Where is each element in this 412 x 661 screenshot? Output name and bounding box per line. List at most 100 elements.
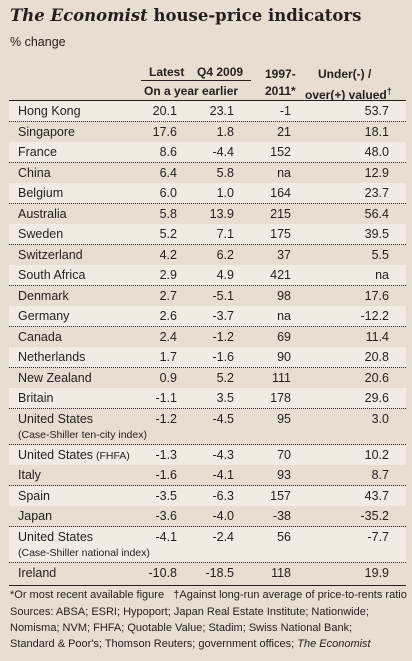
row-value: 0.9 xyxy=(159,370,177,385)
row-value: -4.5 xyxy=(212,411,234,426)
row-value: -7.7 xyxy=(367,529,389,544)
row-name: Denmark xyxy=(18,288,69,304)
row-value: 20.6 xyxy=(364,370,389,385)
row-value: 1.8 xyxy=(216,124,234,139)
table-row xyxy=(9,306,406,327)
row-value: -1 xyxy=(279,104,291,118)
table-row xyxy=(9,203,406,224)
row-name-text: Germany xyxy=(18,309,70,323)
row-value: 21 xyxy=(277,124,291,139)
row-value: 421 xyxy=(270,268,291,282)
table-row xyxy=(9,485,406,506)
row-name: Switzerland xyxy=(18,247,83,263)
row-name: Britain xyxy=(18,390,53,406)
table-row xyxy=(9,265,406,286)
row-name: Canada xyxy=(18,329,62,345)
row-value: 18.1 xyxy=(364,124,389,139)
table-row xyxy=(9,326,406,347)
row-value: 3.5 xyxy=(216,391,234,405)
row-value: 95 xyxy=(277,411,291,426)
row-name-text: South Africa xyxy=(18,268,86,282)
table-row xyxy=(9,285,406,306)
row-value: 2.6 xyxy=(159,309,177,323)
row-value: -1.3 xyxy=(155,447,177,462)
row-value: 2.9 xyxy=(159,268,177,282)
row-note: (Case-Shiller national index) xyxy=(18,546,150,559)
table-row xyxy=(9,388,406,409)
row-value: 19.9 xyxy=(364,565,389,580)
row-name: Germany xyxy=(18,308,69,324)
row-value: 11.4 xyxy=(365,329,389,344)
row-name: Spain xyxy=(18,488,50,504)
row-name: United States (FHFA) xyxy=(18,447,130,464)
row-value: 56.4 xyxy=(364,206,389,221)
table-row xyxy=(9,101,406,122)
row-note: (Case-Shiller ten-city index) xyxy=(18,428,147,441)
row-name-text: United States xyxy=(18,411,94,426)
title-rest: house-price indicators xyxy=(153,6,362,25)
footnote-asterisk: *Or most recent available figure xyxy=(10,589,165,601)
title-italic: The Economist xyxy=(10,6,148,25)
row-value: 10.2 xyxy=(364,447,389,462)
table-row xyxy=(9,121,406,142)
row-value: -18.5 xyxy=(205,565,235,580)
table-row xyxy=(9,162,406,183)
row-value: 20.1 xyxy=(152,104,177,118)
row-value: -4.1 xyxy=(212,468,234,482)
header-latest: Latest xyxy=(149,65,185,79)
row-name: United States xyxy=(18,529,93,545)
table-row xyxy=(9,183,406,204)
row-value: 5.5 xyxy=(371,247,389,262)
row-value: 17.6 xyxy=(364,288,389,303)
row-name-text: China xyxy=(18,165,51,180)
row-name-text: Italy xyxy=(18,468,41,482)
row-value: 6.4 xyxy=(159,165,177,180)
row-value: -6.3 xyxy=(212,488,234,503)
table-row xyxy=(9,444,406,465)
row-name-text: Canada xyxy=(18,329,62,344)
table-row xyxy=(9,224,406,245)
row-value: 93 xyxy=(277,468,291,482)
table-row xyxy=(9,347,406,368)
row-value: 5.2 xyxy=(216,370,234,385)
row-name: Netherlands xyxy=(18,349,85,365)
row-value: 56 xyxy=(277,529,291,544)
header-period-2: 2011* xyxy=(265,84,296,98)
row-value: 4.9 xyxy=(216,268,234,282)
row-value: 43.7 xyxy=(364,488,389,503)
row-value: 7.1 xyxy=(216,227,234,241)
row-value: -1.2 xyxy=(155,411,177,426)
row-value: 23.7 xyxy=(364,186,389,200)
header-bottom-rule xyxy=(9,100,406,101)
row-value: 48.0 xyxy=(364,145,389,159)
row-name-text: Australia xyxy=(18,206,67,221)
row-value: 23.1 xyxy=(209,104,234,118)
table-row xyxy=(9,506,406,527)
row-name: New Zealand xyxy=(18,370,92,386)
table-row xyxy=(9,142,406,163)
row-value: 29.6 xyxy=(364,391,389,405)
row-name-text: New Zealand xyxy=(18,370,92,385)
chart-subtitle: % change xyxy=(10,35,66,49)
row-value: 6.0 xyxy=(159,186,177,200)
row-value: 1.7 xyxy=(159,350,177,364)
sources-line-3: Standard & Poor's; Thomson Reuters; gove… xyxy=(10,636,408,652)
row-value: -1.2 xyxy=(212,329,234,344)
row-name-text: Britain xyxy=(18,391,54,405)
row-name-text: Belgium xyxy=(18,186,64,200)
row-value: 17.6 xyxy=(152,124,177,139)
header-on-year-earlier: On a year earlier xyxy=(144,84,239,98)
row-value: 70 xyxy=(277,447,291,462)
row-value: 13.9 xyxy=(209,206,234,221)
row-value: na xyxy=(277,309,291,323)
row-name: Singapore xyxy=(18,124,75,140)
row-value: -4.1 xyxy=(155,529,177,544)
row-value: -12.2 xyxy=(360,309,390,323)
row-name: Hong Kong xyxy=(18,103,81,119)
row-name: South Africa xyxy=(18,267,85,283)
row-name-text: Spain xyxy=(18,488,50,503)
row-value: 20.8 xyxy=(364,350,389,364)
header-valued-1: Under(-) / xyxy=(318,67,372,81)
row-value: 5.8 xyxy=(216,165,234,180)
row-value: 8.6 xyxy=(159,145,177,159)
